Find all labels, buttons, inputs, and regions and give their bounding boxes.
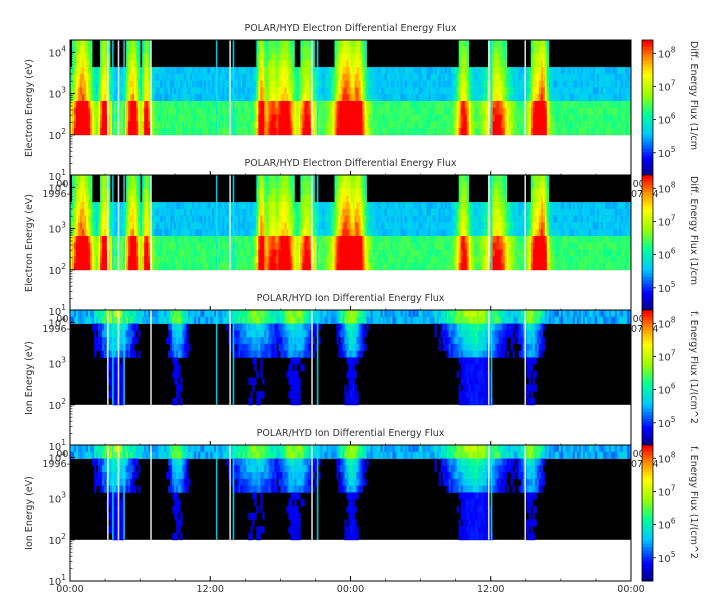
colorbar-tick-label: 105 [658, 145, 676, 160]
colorbar: 105 106 107 108 f. Energy Flux (1/(cm^2 [641, 309, 699, 447]
colorbar: 105 106 107 108 Diff. Energy Flux (1/cm [641, 174, 699, 312]
colorbar-label: f. Energy Flux (1/(cm^2 [688, 446, 699, 559]
spectrogram [70, 175, 631, 271]
y-tick-label: 104 [48, 44, 66, 59]
panel-1: POLAR/HYD Electron Differential Energy F… [24, 23, 699, 200]
panel-title: POLAR/HYD Electron Differential Energy F… [244, 23, 456, 34]
colorbar-tick-label: 107 [658, 78, 676, 93]
panel-title: POLAR/HYD Ion Differential Energy Flux [257, 293, 445, 304]
panel-4: POLAR/HYD Ion Differential Energy Flux 10… [24, 428, 699, 592]
colorbar-tick-label: 108 [658, 315, 676, 330]
colorbar-tick-label: 105 [658, 550, 676, 565]
colorbar-tick-label: 106 [658, 382, 676, 397]
colorbar-tick-label: 107 [658, 213, 676, 228]
y-tick-label: 104 [48, 179, 66, 194]
y-tick-label: 104 [48, 314, 66, 329]
x-tick-time: 00:00 [56, 584, 83, 592]
colorbar: 105 106 107 108 f. Energy Flux (1/(cm^2 [641, 444, 699, 582]
colorbar-tick-label: 106 [658, 247, 676, 262]
colorbar-label: f. Energy Flux (1/(cm^2 [688, 311, 699, 424]
y-tick-label: 103 [48, 491, 66, 506]
y-tick-label: 101 [48, 303, 66, 318]
y-tick-label: 103 [48, 86, 66, 101]
y-tick-label: 103 [48, 221, 66, 236]
y-axis-label: Electron Energy (eV) [24, 194, 35, 292]
x-tick-time: 12:00 [197, 584, 224, 592]
spectrogram [70, 310, 631, 406]
colorbar-tick-label: 106 [658, 112, 676, 127]
colorbar-tick-label: 107 [658, 348, 676, 363]
colorbar-tick-label: 108 [658, 180, 676, 195]
y-tick-label: 102 [48, 532, 66, 547]
y-tick-label: 104 [48, 449, 66, 464]
panel-title: POLAR/HYD Electron Differential Energy F… [244, 158, 456, 169]
colorbar-tick-label: 105 [658, 280, 676, 295]
spectrogram [70, 445, 631, 541]
panel-3: POLAR/HYD Ion Differential Energy Flux 10… [24, 293, 699, 470]
y-tick-label: 102 [48, 397, 66, 412]
y-tick-label: 102 [48, 262, 66, 277]
y-axis-label: Electron Energy (eV) [24, 59, 35, 157]
panel-title: POLAR/HYD Ion Differential Energy Flux [257, 428, 445, 439]
colorbar-label: Diff. Energy Flux (1/cm [688, 176, 699, 285]
colorbar: 105 106 107 108 Diff. Energy Flux (1/cm [641, 39, 699, 177]
x-tick-time: 00:00 [617, 584, 644, 592]
panel-2: POLAR/HYD Electron Differential Energy F… [24, 158, 699, 335]
spectrogram [70, 40, 631, 136]
y-tick-label: 102 [48, 127, 66, 142]
colorbar-tick-label: 108 [658, 45, 676, 60]
y-axis-label: Ion Energy (eV) [24, 341, 35, 415]
colorbar-tick-label: 106 [658, 517, 676, 532]
colorbar-tick-label: 105 [658, 415, 676, 430]
y-tick-label: 101 [48, 438, 66, 453]
colorbar-tick-label: 108 [658, 450, 676, 465]
y-tick-label: 101 [48, 573, 66, 588]
y-tick-label: 103 [48, 356, 66, 371]
colorbar-tick-label: 107 [658, 483, 676, 498]
y-tick-label: 101 [48, 168, 66, 183]
x-tick-time: 12:00 [477, 584, 504, 592]
colorbar-label: Diff. Energy Flux (1/cm [688, 41, 699, 150]
y-axis-label: Ion Energy (eV) [24, 476, 35, 550]
x-tick-time: 00:00 [337, 584, 364, 592]
